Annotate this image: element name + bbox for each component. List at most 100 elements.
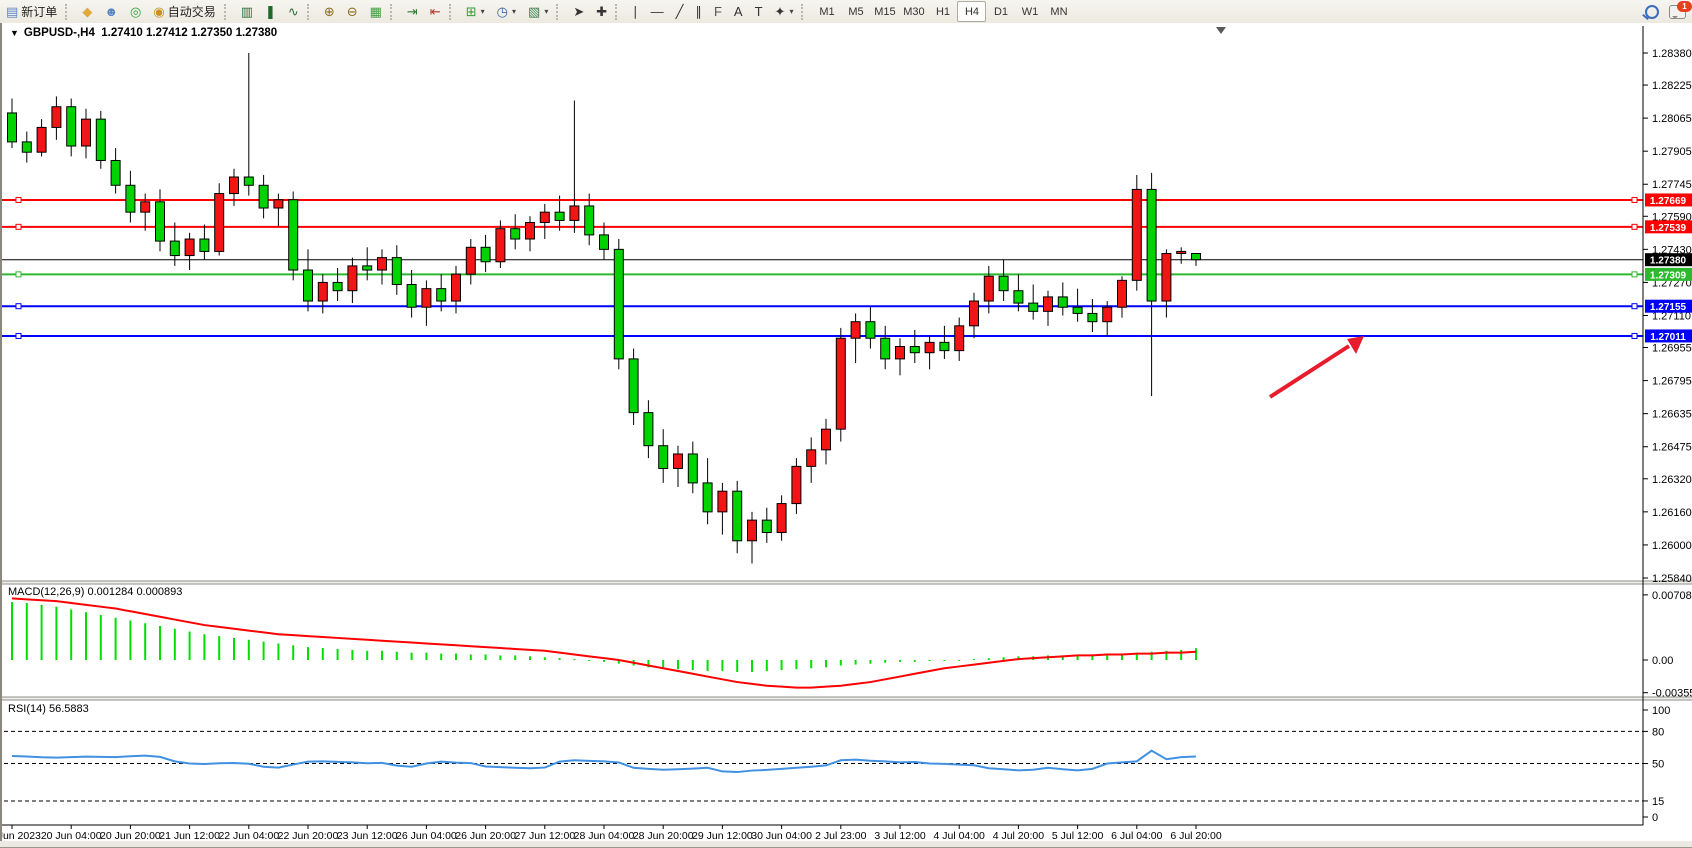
chart-shift-button[interactable]: ⇤ xyxy=(424,1,447,22)
line-handle[interactable] xyxy=(1631,223,1638,230)
candle-body xyxy=(199,238,210,252)
rsi-line xyxy=(11,749,1197,774)
signals-button[interactable]: ◎ xyxy=(124,1,147,22)
toolbar-separator xyxy=(65,3,74,20)
line-handle[interactable] xyxy=(15,196,22,203)
line-handle[interactable] xyxy=(15,332,22,339)
ohlc-close: 1.27380 xyxy=(235,27,278,39)
line-handle[interactable] xyxy=(15,223,22,230)
price-tag-label: 1.27539 xyxy=(1650,223,1687,234)
pane-splitter[interactable] xyxy=(2,581,1692,584)
text-label-button[interactable]: T xyxy=(749,1,769,22)
horizontal-line-button[interactable]: ― xyxy=(645,1,670,22)
zoom-in-button[interactable]: ⊕ xyxy=(318,1,341,22)
chevron-down-icon[interactable]: ▾ xyxy=(480,7,485,16)
line-chart-button[interactable]: ∿ xyxy=(282,1,305,22)
candle-body xyxy=(362,265,373,271)
price-tag-label: 1.27011 xyxy=(1650,332,1686,343)
macd-histogram-bar xyxy=(825,660,827,668)
timeframe-d1[interactable]: D1 xyxy=(993,5,1008,18)
chart-shift-marker-icon[interactable] xyxy=(1216,27,1226,34)
timeframe-mn[interactable]: MN xyxy=(1050,5,1068,18)
macd-histogram-bar xyxy=(159,625,161,660)
rsi-tick-label: 15 xyxy=(1652,796,1664,808)
periods-button[interactable]: ◷ ▾ xyxy=(491,1,522,22)
chart-canvas[interactable]: 1.28380 1.28225 1.28065 1.27905 1.27745 1.275… xyxy=(0,23,1692,842)
chevron-down-icon[interactable]: ▾ xyxy=(789,7,794,16)
macd-histogram-bar xyxy=(440,653,443,660)
crosshair-button[interactable]: ✚ xyxy=(590,1,613,22)
macd-histogram-bar xyxy=(854,660,857,665)
fibonacci-icon: F xyxy=(713,4,722,19)
timeframe-m15[interactable]: M15 xyxy=(874,5,896,18)
line-handle[interactable] xyxy=(1631,303,1638,310)
candle-chart-button[interactable]: ❚ xyxy=(259,1,282,22)
auto-trading-button[interactable]: ◉ 自动交易 xyxy=(147,1,221,22)
toolbar-separator xyxy=(448,3,458,20)
macd-histogram-bar xyxy=(839,660,842,666)
notifications-icon[interactable]: 1 xyxy=(1669,0,1692,19)
fibonacci-button[interactable]: F xyxy=(708,1,728,22)
vertical-line-button[interactable]: ∣ xyxy=(626,1,645,22)
macd-histogram-bar xyxy=(869,660,872,664)
channel-button[interactable]: ∥ xyxy=(689,1,708,22)
macd-signal-value: 0.000893 xyxy=(136,586,183,598)
pane-splitter[interactable] xyxy=(2,697,1692,700)
quotes-button[interactable]: ◆ xyxy=(76,1,98,22)
macd-histogram-bar xyxy=(1076,654,1079,660)
macd-histogram-bar xyxy=(662,660,665,669)
chevron-down-icon[interactable]: ▾ xyxy=(544,7,549,16)
text-button[interactable]: A xyxy=(728,1,749,22)
price-tag xyxy=(1645,267,1692,281)
price-tick-label: 1.26160 xyxy=(1652,507,1692,519)
chevron-down-icon[interactable]: ▾ xyxy=(512,7,517,16)
trend-arrow-head[interactable] xyxy=(1347,336,1364,354)
candle-body xyxy=(599,234,609,250)
timeframe-m5[interactable]: M5 xyxy=(848,5,864,18)
line-handle[interactable] xyxy=(15,271,22,278)
candle-body xyxy=(569,205,580,221)
trend-arrow[interactable] xyxy=(1268,344,1351,399)
auto-scroll-button[interactable]: ⇥ xyxy=(401,1,424,22)
macd-histogram-bar xyxy=(321,648,324,660)
draw-group: ∣ ― ╱ ∥ F A T ✦ ▾ xyxy=(626,0,799,23)
macd-histogram-bar xyxy=(499,655,502,660)
time-tick-label: 26 Jun 20:00 xyxy=(455,830,516,841)
zoom-group: ⊕ ⊖ ▦ xyxy=(318,0,388,23)
line-handle[interactable] xyxy=(1631,196,1638,203)
timeframe-h1[interactable]: H1 xyxy=(935,5,950,18)
macd-histogram-bar xyxy=(943,660,946,661)
cursor-button[interactable]: ➤ xyxy=(567,1,590,22)
price-tick-label: 1.26795 xyxy=(1652,376,1692,388)
indicators-button[interactable]: ⊞ ▾ xyxy=(460,1,491,22)
cursor-group: ➤ ✚ xyxy=(567,0,613,23)
candle-body xyxy=(776,503,787,534)
timeframe-m30[interactable]: M30 xyxy=(903,5,925,18)
symbol-dropdown-icon[interactable]: ▼ xyxy=(10,28,19,38)
market-button[interactable]: ☻ xyxy=(98,1,124,22)
candle-body xyxy=(125,184,136,213)
search-icon[interactable] xyxy=(1645,4,1659,19)
zoom-out-button[interactable]: ⊖ xyxy=(341,1,364,22)
candle-body xyxy=(1013,290,1024,304)
templates-button[interactable]: ▧ ▾ xyxy=(522,1,554,22)
tile-windows-button[interactable]: ▦ xyxy=(364,1,388,22)
new-order-button[interactable]: ▤ 新订单 xyxy=(0,1,63,22)
candle-body xyxy=(406,283,417,308)
person-chart-icon: ☻ xyxy=(104,4,118,19)
time-tick-label: 4 Jul 20:00 xyxy=(993,830,1045,841)
timeframe-w1[interactable]: W1 xyxy=(1021,5,1039,18)
timeframe-h4[interactable]: H4 xyxy=(957,1,987,22)
line-handle[interactable] xyxy=(15,303,22,310)
arrows-button[interactable]: ✦ ▾ xyxy=(769,1,800,22)
trendline-button[interactable]: ╱ xyxy=(670,1,690,22)
time-tick-label: 30 Jun 04:00 xyxy=(751,830,812,841)
candle-body xyxy=(791,465,802,505)
candle-body xyxy=(895,345,905,360)
timeframe-m1[interactable]: M1 xyxy=(819,5,835,18)
line-handle[interactable] xyxy=(1631,271,1638,278)
time-tick-label: 22 Jun 04:00 xyxy=(218,830,279,841)
price-tag xyxy=(1645,220,1692,234)
bar-chart-button[interactable]: ▥ xyxy=(235,1,259,22)
line-handle[interactable] xyxy=(1631,332,1638,339)
